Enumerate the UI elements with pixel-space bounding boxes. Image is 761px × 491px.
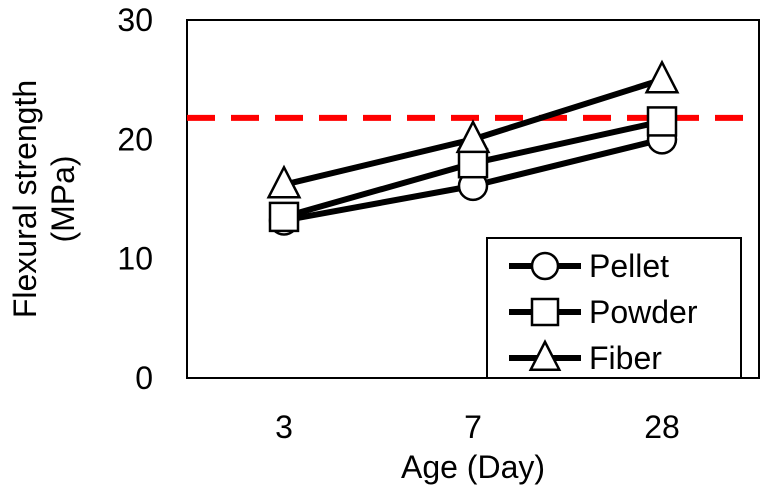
data-point-fiber [644, 59, 680, 94]
plot-area-frame [186, 19, 760, 379]
data-point-powder [457, 147, 489, 179]
legend-label-fiber: Fiber [589, 340, 662, 376]
y-tick-label: 0 [135, 360, 153, 396]
y-tick-label: 30 [117, 2, 153, 38]
legend-marker-fiber [528, 339, 562, 371]
x-tick-label: 3 [275, 409, 293, 445]
data-point-powder [268, 201, 300, 233]
x-tick-label: 7 [464, 409, 482, 445]
y-tick-label: 20 [117, 121, 153, 157]
legend-label-pellet: Pellet [589, 248, 669, 284]
y-axis-title-line2: (MPa) [45, 155, 81, 242]
legend: Pellet Powder Fiber [486, 237, 742, 379]
x-axis-title: Age (Day) [401, 449, 545, 485]
y-tick-label: 10 [117, 241, 153, 277]
data-point-fiber [455, 119, 491, 154]
x-tick-label: 28 [644, 409, 680, 445]
legend-items: Pellet Powder Fiber [509, 248, 698, 376]
legend-marker-powder [530, 297, 560, 327]
legend-marker-pellet [530, 251, 560, 281]
legend-label-powder: Powder [589, 294, 698, 330]
y-axis-ticks: 0 10 20 30 [117, 2, 153, 396]
y-axis-title-line1: Flexural strength [7, 80, 43, 318]
series-markers [266, 59, 680, 236]
x-axis-ticks: 3 7 28 [275, 409, 680, 445]
legend-box [486, 237, 742, 379]
data-point-fiber [266, 164, 302, 199]
data-point-powder [646, 106, 678, 137]
